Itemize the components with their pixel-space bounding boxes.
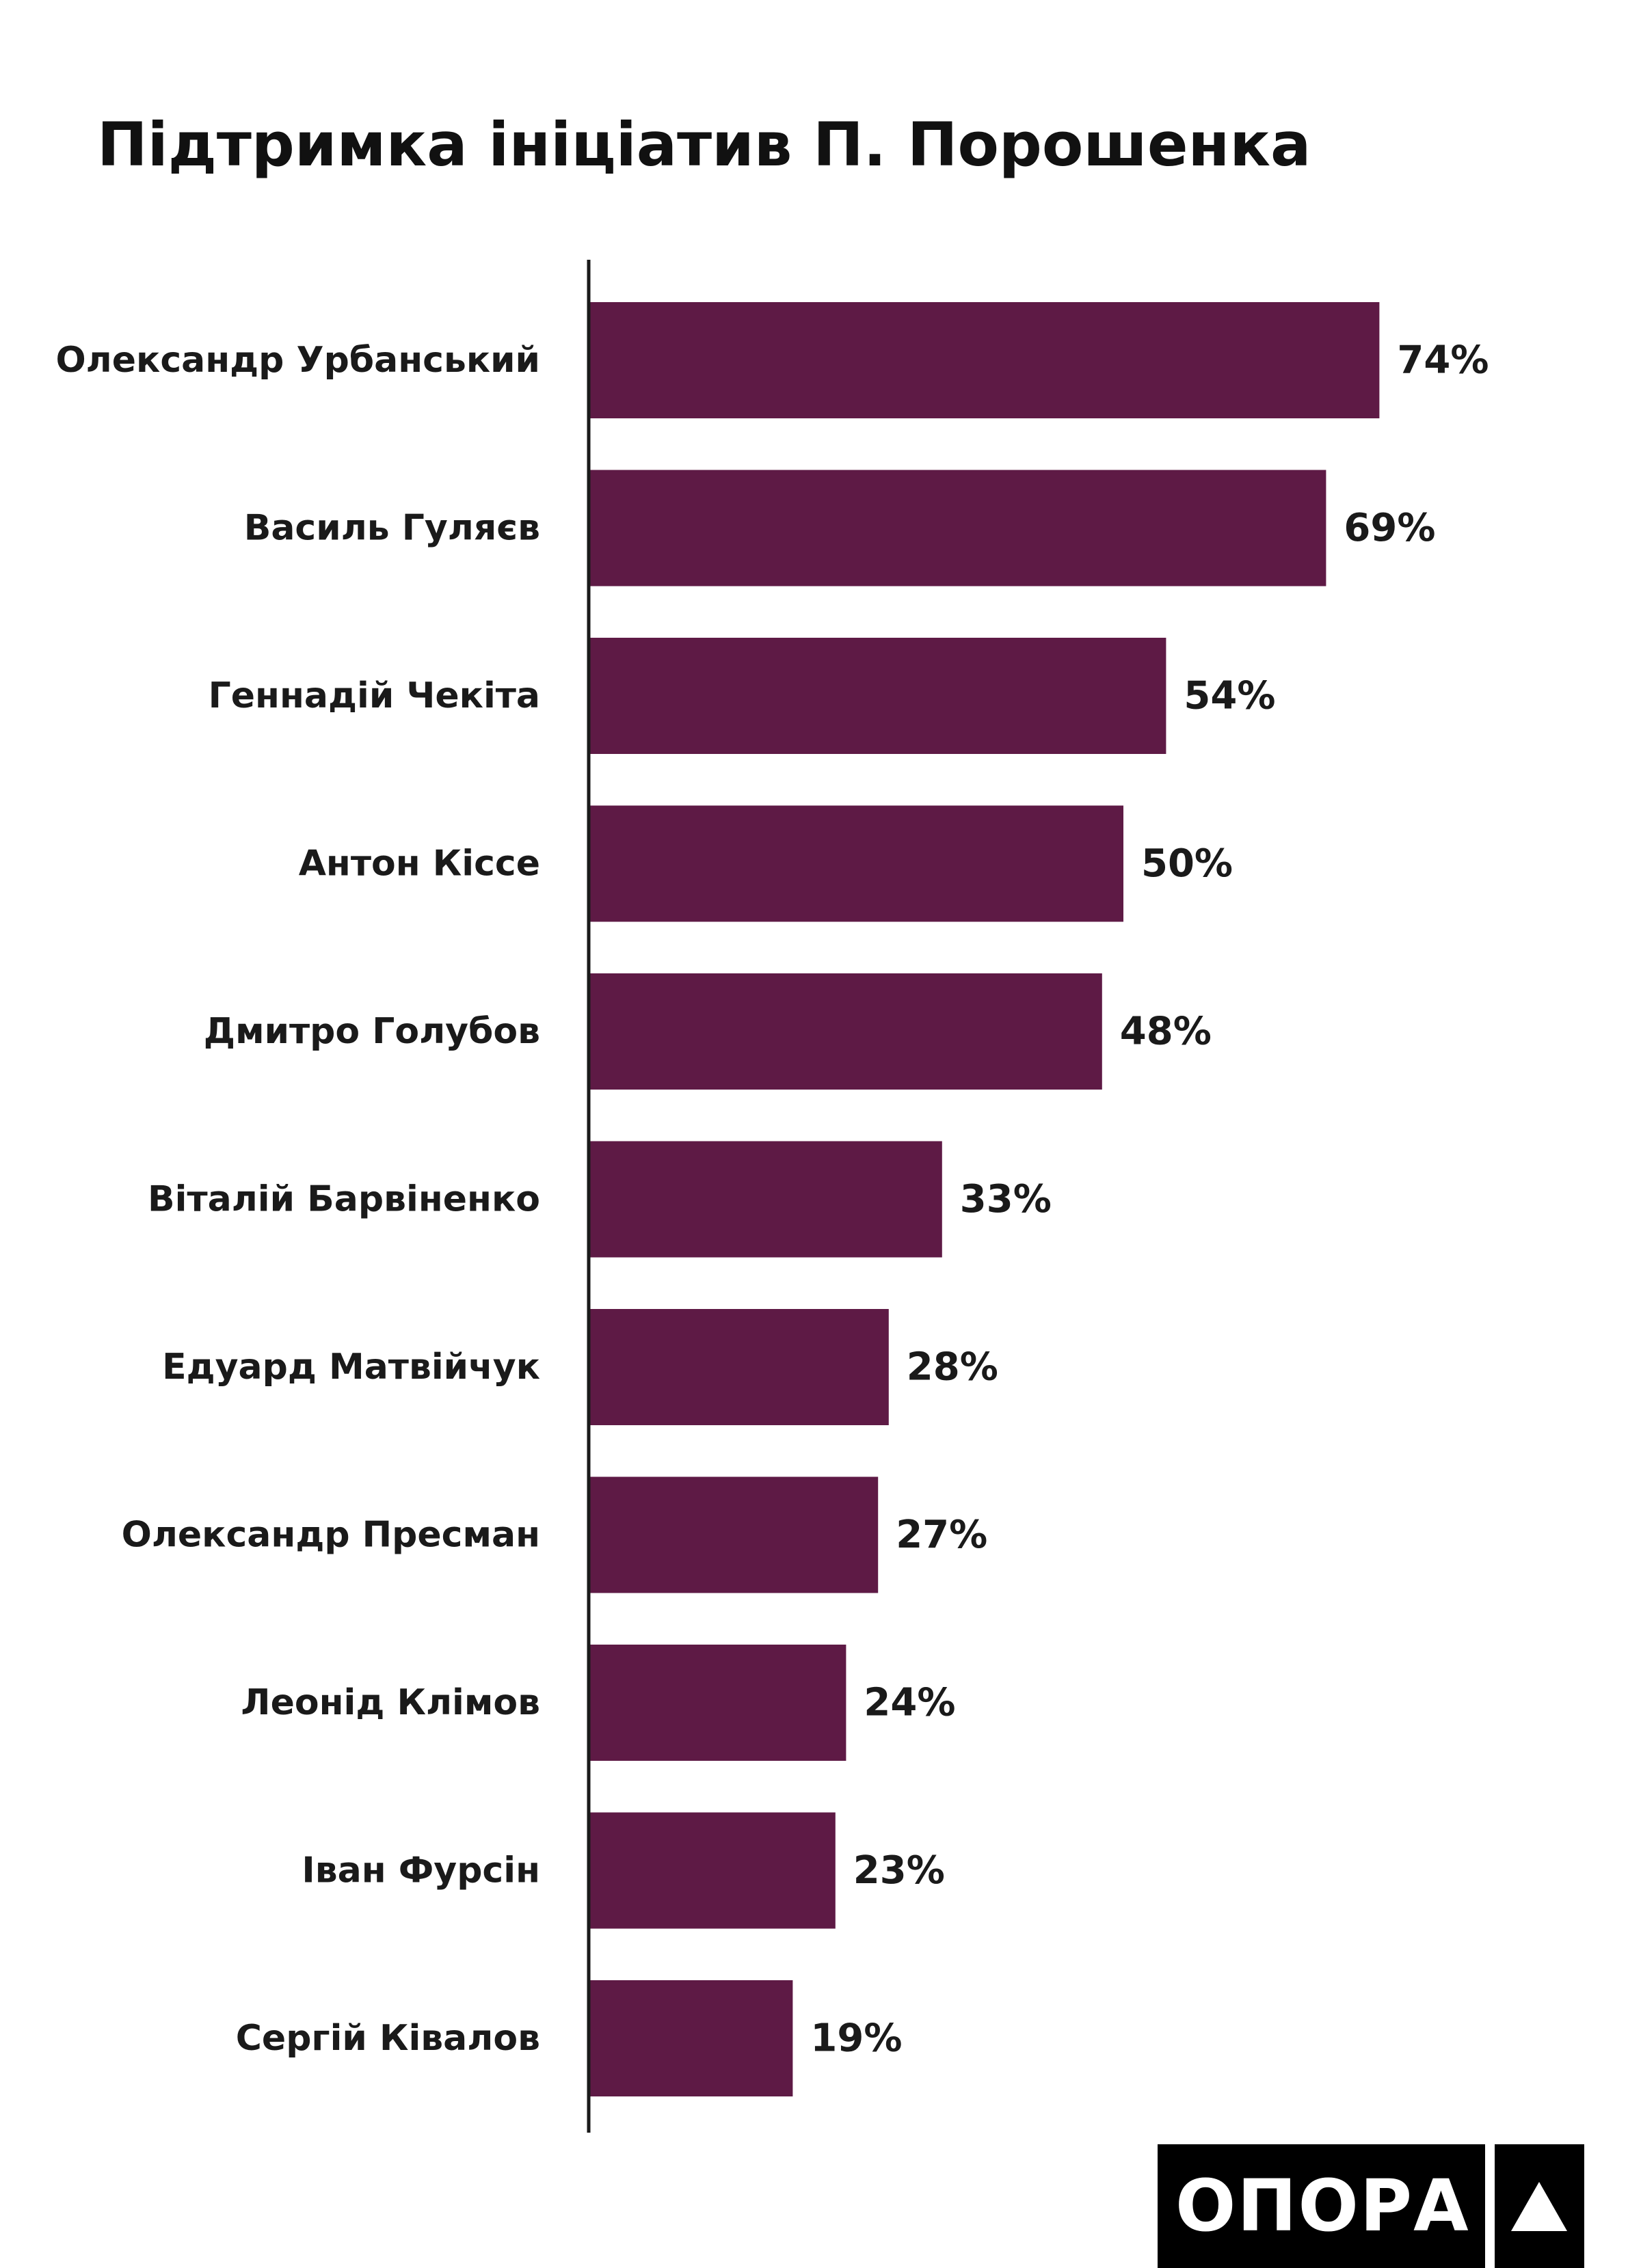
- value-label: 74%: [1397, 338, 1489, 383]
- bar: [590, 1812, 836, 1929]
- bars-group: [590, 302, 1380, 2096]
- bar: [590, 1980, 793, 2096]
- category-label: Геннадій Чекіта: [209, 675, 540, 716]
- value-label: 27%: [896, 1513, 987, 1557]
- logo-text: ОПОРА: [1175, 2164, 1470, 2247]
- value-label: 19%: [810, 2016, 902, 2061]
- category-label: Антон Кіссе: [299, 843, 540, 885]
- bar: [590, 1645, 846, 1761]
- category-label: Едуард Матвійчук: [162, 1347, 540, 1388]
- value-labels-group: 74% 69% 54% 50% 48% 33% 28% 27% 24% 23% 19%: [810, 338, 1489, 2061]
- bar: [590, 805, 1123, 922]
- bar: [590, 973, 1102, 1090]
- bar: [590, 638, 1166, 754]
- category-label: Віталій Барвіненко: [148, 1179, 540, 1220]
- category-label: Дмитро Голубов: [204, 1011, 540, 1052]
- value-label: 33%: [960, 1177, 1052, 1221]
- category-label: Олександр Урбанський: [55, 340, 540, 381]
- value-label: 24%: [864, 1681, 955, 1725]
- category-labels-group: Олександр Урбанський Василь Гуляєв Геннаді…: [55, 340, 540, 2059]
- value-label: 69%: [1344, 506, 1435, 550]
- category-label: Василь Гуляєв: [244, 508, 540, 549]
- value-label: 23%: [853, 1848, 945, 1893]
- value-label: 54%: [1184, 674, 1275, 718]
- opora-logo: ОПОРА: [1158, 2144, 1584, 2268]
- category-label: Іван Фурсін: [302, 1850, 540, 1891]
- category-label: Леонід Клімов: [241, 1682, 540, 1723]
- bar: [590, 1476, 879, 1593]
- triangle-icon: [1495, 2144, 1584, 2268]
- chart-title: Підтримка ініціатив П. Порошенка: [97, 109, 1311, 180]
- bar: [590, 1141, 942, 1258]
- bar: [590, 470, 1326, 586]
- category-label: Олександр Пресман: [122, 1515, 540, 1556]
- logo-divider: [1484, 2144, 1495, 2268]
- value-label: 50%: [1141, 841, 1233, 886]
- bar: [590, 302, 1380, 418]
- category-label: Сергій Ківалов: [236, 2018, 540, 2059]
- bar: [590, 1309, 889, 1425]
- value-label: 48%: [1120, 1010, 1212, 1054]
- value-label: 28%: [907, 1345, 998, 1390]
